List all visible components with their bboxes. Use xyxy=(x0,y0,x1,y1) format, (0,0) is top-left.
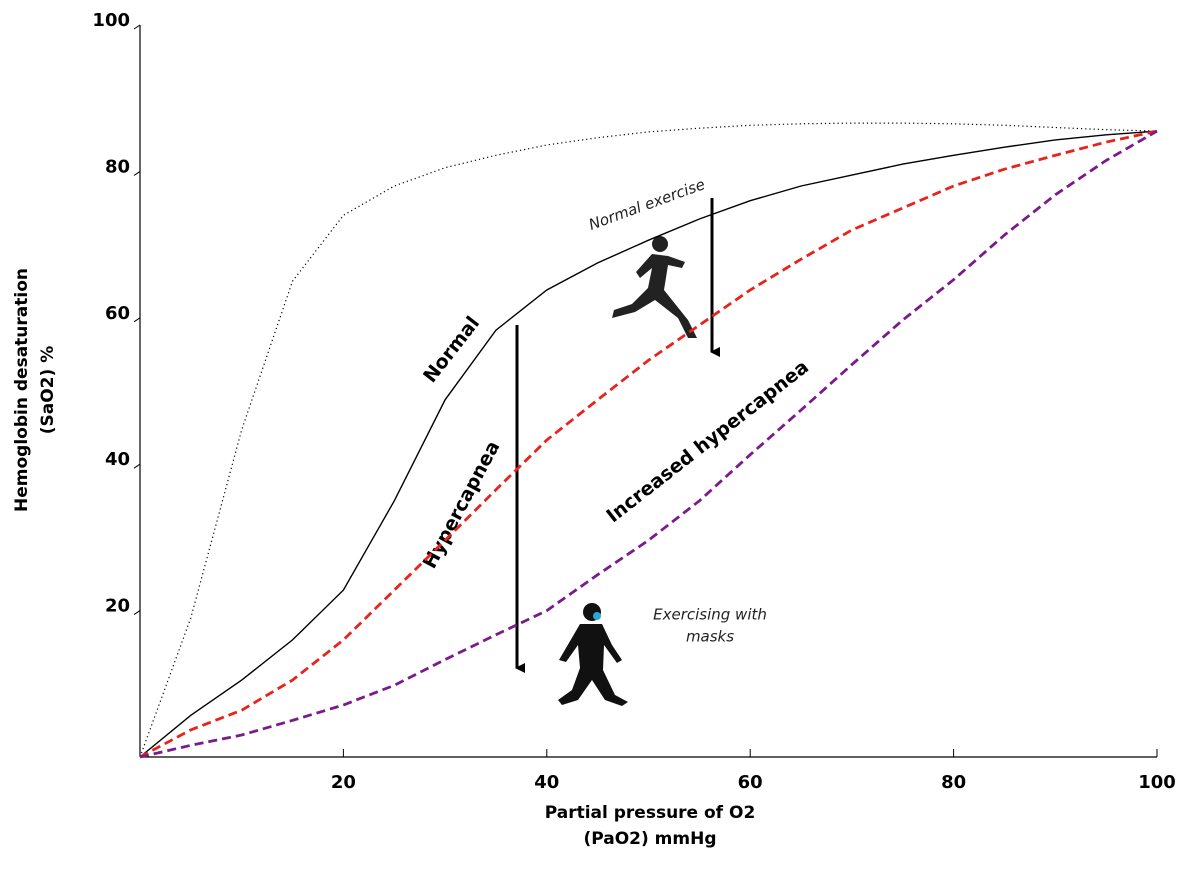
y-tick-label: 20 xyxy=(105,596,130,617)
x-tick-label: 60 xyxy=(738,772,763,793)
y-tick xyxy=(133,24,141,30)
y-tick-label: 60 xyxy=(105,303,130,324)
annotation: Normal exercise xyxy=(586,175,707,234)
x-tick-label: 20 xyxy=(331,772,356,793)
x-tick-label: 100 xyxy=(1138,772,1176,793)
annotation: Exercising with xyxy=(653,606,767,624)
x-tick-label: 40 xyxy=(534,772,559,793)
x-axis-label: (PaO2) mmHg xyxy=(583,829,716,849)
y-axis-label: (SaO2) % xyxy=(38,346,58,435)
y-tick-label: 100 xyxy=(92,10,130,31)
curve-label: Increased hypercapnea xyxy=(602,356,813,527)
walker-icon xyxy=(558,603,628,706)
x-axis-label: Partial pressure of O2 xyxy=(545,803,756,823)
y-axis-label: Hemoglobin desaturation xyxy=(12,268,32,512)
series-line xyxy=(139,129,1158,759)
y-tick-label: 80 xyxy=(105,156,130,177)
series-line xyxy=(139,129,1158,759)
y-tick xyxy=(133,610,141,616)
series-line xyxy=(139,122,1158,758)
curve-label: Normal xyxy=(419,312,484,387)
x-tick-label: 80 xyxy=(941,772,966,793)
y-tick xyxy=(133,170,141,176)
annotation: masks xyxy=(686,628,734,646)
y-tick-label: 40 xyxy=(105,449,130,470)
y-tick xyxy=(133,463,141,469)
runner-icon xyxy=(612,236,697,338)
curve-label: Hypercapnea xyxy=(419,437,505,572)
y-tick xyxy=(133,317,141,323)
series-line xyxy=(139,130,1158,758)
